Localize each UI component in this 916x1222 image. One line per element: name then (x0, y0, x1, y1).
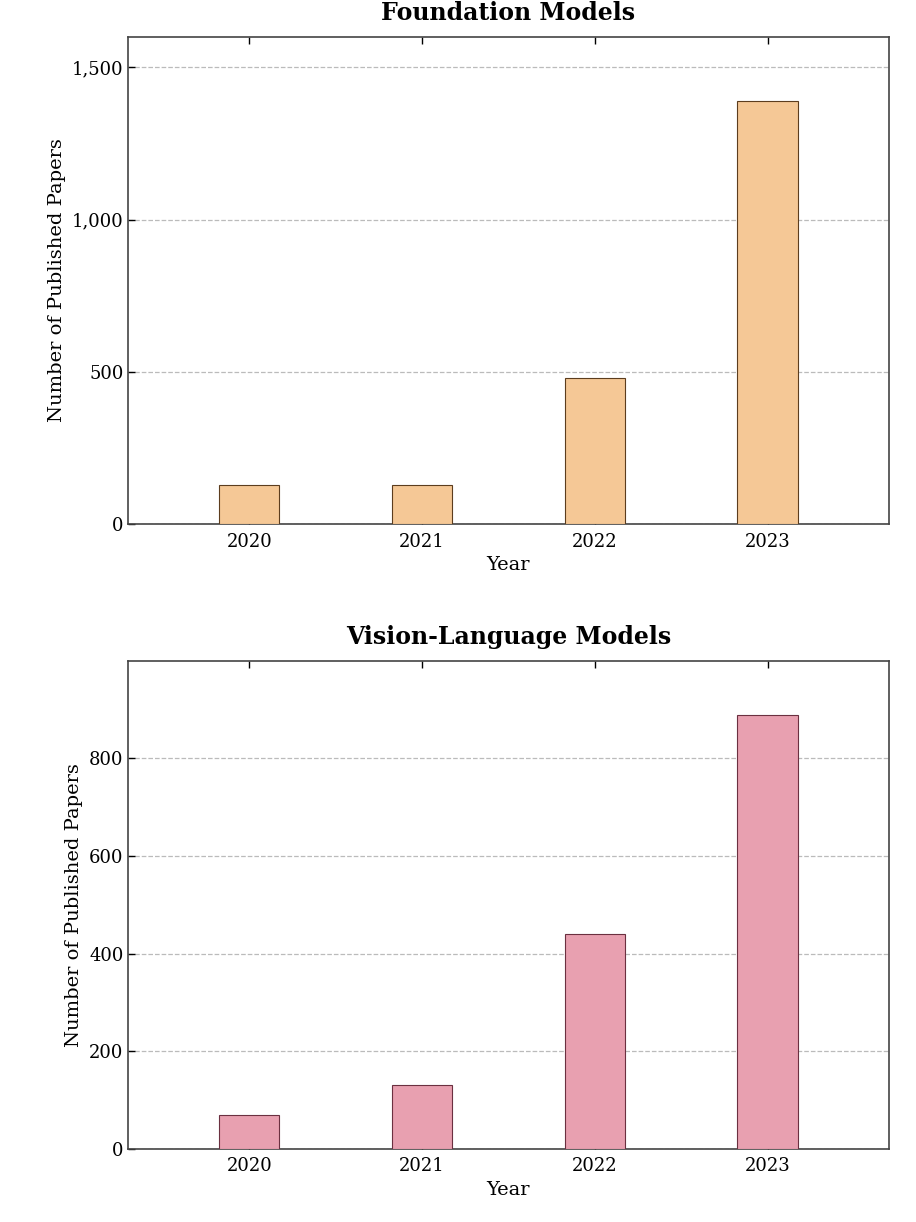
Y-axis label: Number of Published Papers: Number of Published Papers (65, 763, 83, 1047)
X-axis label: Year: Year (486, 556, 530, 574)
Bar (219, 485, 279, 524)
X-axis label: Year: Year (486, 1180, 530, 1199)
Bar (392, 1085, 453, 1149)
Bar (392, 485, 453, 524)
Bar (564, 378, 625, 524)
Bar (737, 715, 798, 1149)
Bar (564, 934, 625, 1149)
Y-axis label: Number of Published Papers: Number of Published Papers (48, 138, 66, 423)
Title: Foundation Models: Foundation Models (381, 1, 636, 24)
Bar (219, 1114, 279, 1149)
Bar (737, 100, 798, 524)
Title: Vision-Language Models: Vision-Language Models (345, 626, 671, 649)
